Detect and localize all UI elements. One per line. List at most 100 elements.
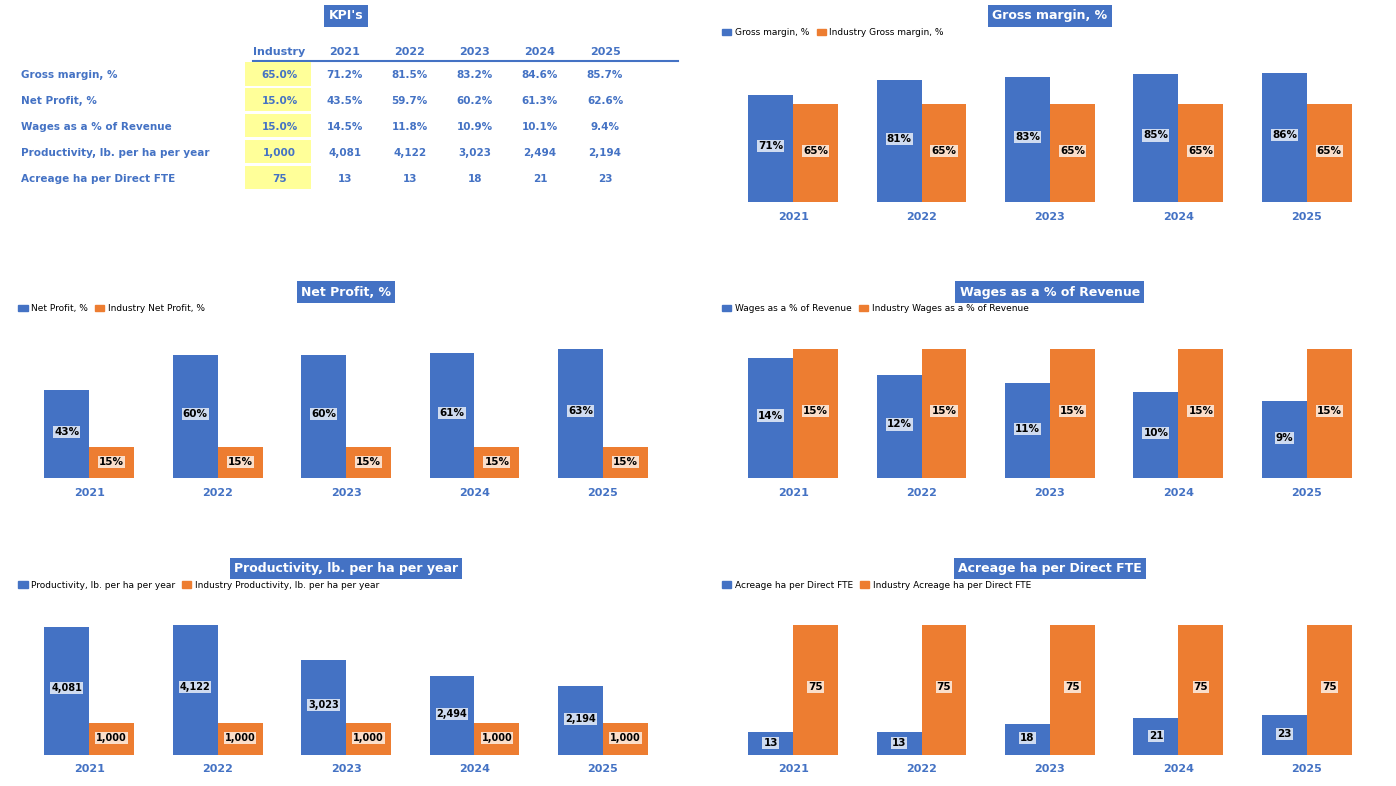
Bar	[1307, 626, 1351, 755]
Text: 10.1%: 10.1%	[522, 122, 558, 132]
Text: 11%: 11%	[1015, 424, 1040, 434]
FancyBboxPatch shape	[246, 62, 311, 86]
Text: 1,000: 1,000	[96, 733, 127, 744]
Text: 83%: 83%	[1015, 132, 1040, 142]
Bar	[921, 626, 966, 755]
Bar	[1178, 626, 1223, 755]
Title: KPI's: KPI's	[328, 9, 363, 23]
Text: 2,494: 2,494	[437, 709, 468, 719]
Bar	[1307, 349, 1351, 478]
Text: 83.2%: 83.2%	[456, 70, 493, 80]
Bar	[793, 105, 838, 202]
Bar	[921, 349, 966, 478]
Text: 60%: 60%	[183, 410, 208, 419]
Text: 12%: 12%	[886, 420, 912, 429]
Bar	[1262, 401, 1307, 478]
Text: 15%: 15%	[803, 406, 828, 416]
Text: 3,023: 3,023	[309, 700, 339, 711]
Text: 15%: 15%	[1060, 406, 1085, 416]
Text: 11.8%: 11.8%	[392, 122, 429, 132]
Bar	[877, 375, 921, 478]
Text: Productivity, lb. per ha per year: Productivity, lb. per ha per year	[21, 148, 209, 158]
Bar	[877, 80, 921, 202]
Text: 1,000: 1,000	[610, 733, 641, 744]
Text: 75: 75	[1065, 682, 1079, 692]
Text: 3,023: 3,023	[458, 148, 491, 158]
Bar	[603, 723, 648, 755]
Text: 9%: 9%	[1276, 433, 1293, 443]
FancyBboxPatch shape	[246, 166, 311, 189]
Legend: Wages as a % of Revenue, Industry Wages as a % of Revenue: Wages as a % of Revenue, Industry Wages …	[723, 304, 1029, 314]
FancyBboxPatch shape	[246, 140, 311, 163]
Text: 84.6%: 84.6%	[522, 70, 558, 80]
Bar	[346, 447, 391, 478]
Bar	[1005, 724, 1050, 755]
Text: 1,000: 1,000	[353, 733, 384, 744]
Text: 59.7%: 59.7%	[392, 96, 429, 106]
Text: 2,494: 2,494	[524, 148, 557, 158]
Text: 85%: 85%	[1143, 130, 1168, 141]
Text: 4,122: 4,122	[394, 148, 426, 158]
Legend: Gross margin, %, Industry Gross margin, %: Gross margin, %, Industry Gross margin, …	[723, 28, 944, 37]
Bar	[218, 723, 262, 755]
Text: 2,194: 2,194	[589, 148, 621, 158]
Text: 18: 18	[1020, 733, 1034, 744]
Text: 15.0%: 15.0%	[261, 96, 297, 106]
Text: 15%: 15%	[356, 457, 381, 467]
Bar	[173, 626, 218, 755]
Text: 13: 13	[892, 738, 906, 748]
Text: 65%: 65%	[1316, 146, 1342, 156]
Title: Gross margin, %: Gross margin, %	[993, 9, 1107, 23]
Bar	[877, 733, 921, 755]
Text: 4,122: 4,122	[180, 682, 211, 692]
Bar	[921, 105, 966, 202]
Bar	[1178, 349, 1223, 478]
Text: 23: 23	[1277, 729, 1291, 739]
Bar	[1134, 718, 1178, 755]
Bar	[1178, 105, 1223, 202]
Text: 75: 75	[937, 682, 951, 692]
Text: 1,000: 1,000	[262, 148, 296, 158]
Title: Net Profit, %: Net Profit, %	[302, 286, 391, 299]
Bar	[1262, 715, 1307, 755]
Text: 75: 75	[808, 682, 822, 692]
Text: 23: 23	[597, 174, 613, 184]
Bar	[1134, 74, 1178, 202]
Bar	[173, 355, 218, 478]
Bar	[45, 626, 89, 755]
Text: 13: 13	[338, 174, 352, 184]
Text: Gross margin, %: Gross margin, %	[21, 70, 117, 80]
Bar	[218, 447, 262, 478]
Text: 9.4%: 9.4%	[591, 122, 620, 132]
Text: 63%: 63%	[568, 406, 593, 416]
Title: Productivity, lb. per ha per year: Productivity, lb. per ha per year	[235, 562, 458, 575]
Text: 81.5%: 81.5%	[392, 70, 429, 80]
Text: 61%: 61%	[440, 408, 465, 418]
Bar	[89, 447, 134, 478]
Text: 4,081: 4,081	[328, 148, 362, 158]
Text: 75: 75	[272, 174, 288, 184]
Text: 71%: 71%	[758, 141, 783, 152]
Text: 75: 75	[1322, 682, 1337, 692]
Text: 60.2%: 60.2%	[456, 96, 493, 106]
FancyBboxPatch shape	[246, 114, 311, 138]
Title: Acreage ha per Direct FTE: Acreage ha per Direct FTE	[958, 562, 1142, 575]
Text: 43.5%: 43.5%	[327, 96, 363, 106]
Text: 86%: 86%	[1272, 130, 1297, 140]
Bar	[603, 447, 648, 478]
Legend: Acreage ha per Direct FTE, Industry Acreage ha per Direct FTE: Acreage ha per Direct FTE, Industry Acre…	[723, 581, 1032, 590]
Bar	[1307, 105, 1351, 202]
Text: 15%: 15%	[931, 406, 956, 416]
Text: 2,194: 2,194	[565, 714, 596, 724]
FancyBboxPatch shape	[246, 88, 311, 112]
Text: 10%: 10%	[1143, 428, 1168, 439]
Text: 1,000: 1,000	[225, 733, 255, 744]
Bar	[475, 447, 519, 478]
Bar	[558, 349, 603, 478]
Bar	[45, 390, 89, 478]
Bar	[1050, 626, 1094, 755]
Bar	[1050, 105, 1094, 202]
Text: 21: 21	[1149, 731, 1163, 740]
Text: 1,000: 1,000	[482, 733, 512, 744]
Bar	[558, 686, 603, 755]
